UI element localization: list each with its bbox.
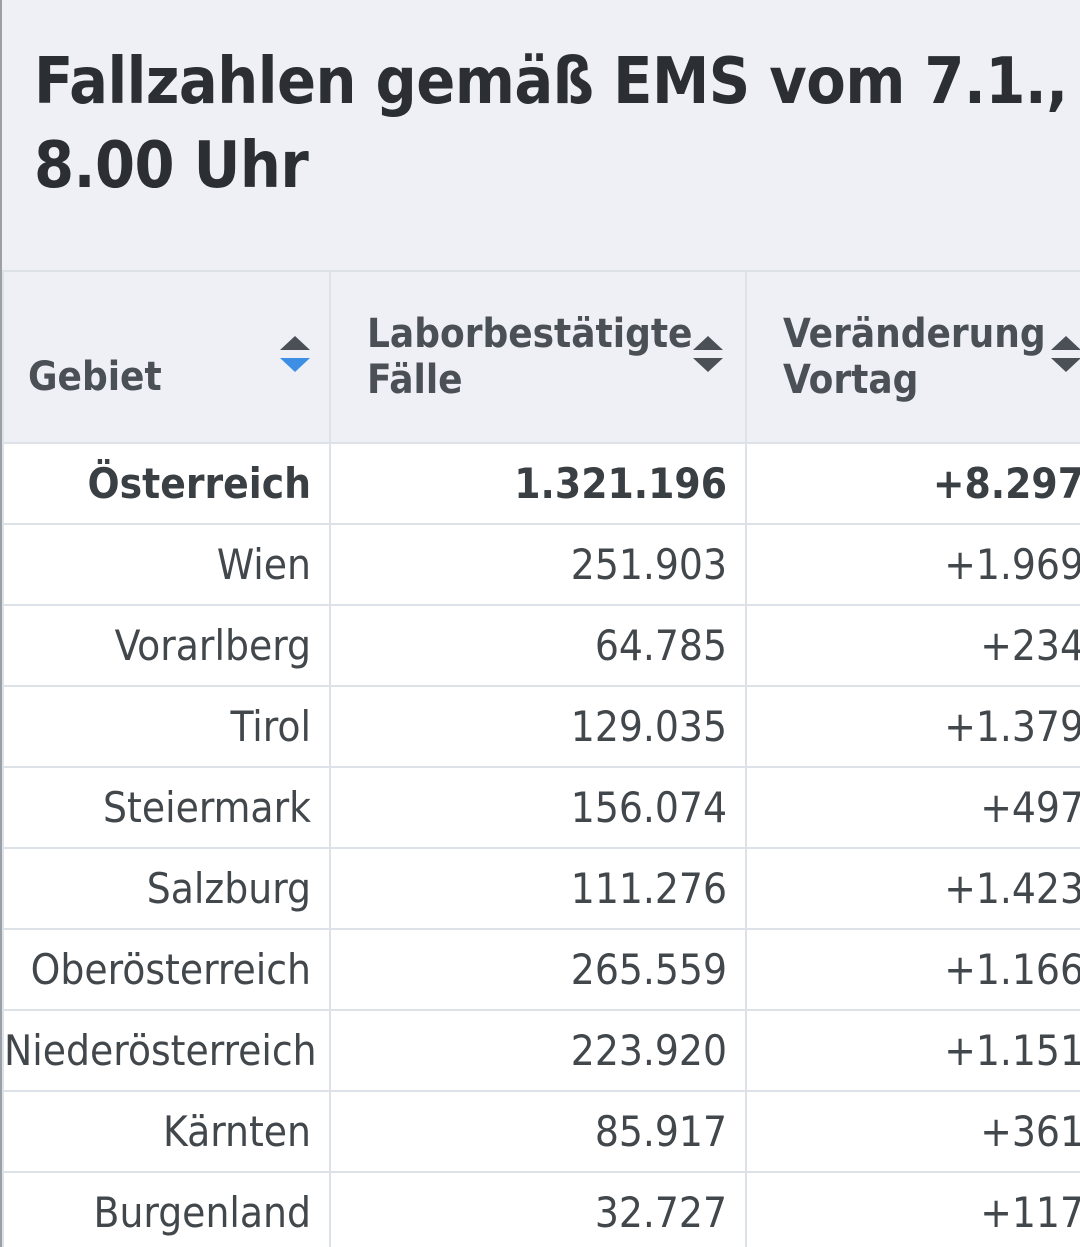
cases-cell: 111.276: [329, 847, 747, 930]
cases-cell: 223.920: [329, 1009, 747, 1092]
table-row: Oberösterreich 265.559 +1.166: [2, 928, 1080, 1011]
change-cell: +1.151: [745, 1009, 1080, 1092]
sort-icon[interactable]: [280, 336, 310, 376]
region-cell: Tirol: [2, 685, 331, 768]
region-cell: Wien: [2, 523, 331, 606]
cases-cell: 251.903: [329, 523, 747, 606]
region-cell: Kärnten: [2, 1090, 331, 1173]
cases-cell: 85.917: [329, 1090, 747, 1173]
change-cell: +497: [745, 766, 1080, 849]
region-cell: Vorarlberg: [2, 604, 331, 687]
sort-down-arrow-icon: [693, 358, 723, 372]
cases-cell: 32.727: [329, 1171, 747, 1247]
change-cell: +117: [745, 1171, 1080, 1247]
cases-cell: 265.559: [329, 928, 747, 1011]
table-row: Niederösterreich 223.920 +1.151: [2, 1009, 1080, 1092]
region-cell: Oberösterreich: [2, 928, 331, 1011]
column-header-region[interactable]: Gebiet: [2, 270, 331, 444]
sort-up-arrow-icon: [693, 336, 723, 350]
table-row: Kärnten 85.917 +361: [2, 1090, 1080, 1173]
table-row: Burgenland 32.727 +117: [2, 1171, 1080, 1247]
region-cell: Salzburg: [2, 847, 331, 930]
column-header-label: Gebiet: [28, 354, 162, 400]
column-header-change[interactable]: Veränderung Vortag: [745, 270, 1080, 444]
table-row: Salzburg 111.276 +1.423: [2, 847, 1080, 930]
cases-cell: 64.785: [329, 604, 747, 687]
sort-down-arrow-icon-active: [280, 358, 310, 372]
region-cell: Burgenland: [2, 1171, 331, 1247]
change-cell: +1.423: [745, 847, 1080, 930]
table-row: Tirol 129.035 +1.379: [2, 685, 1080, 768]
region-cell: Steiermark: [2, 766, 331, 849]
cases-cell: 156.074: [329, 766, 747, 849]
cases-cell: 129.035: [329, 685, 747, 768]
column-header-cases[interactable]: Laborbestätigte Fälle: [329, 270, 747, 444]
sort-up-arrow-icon: [1051, 336, 1080, 350]
cases-table: Gebiet Laborbestätigte Fälle Veränderung…: [2, 270, 1080, 1247]
table-row: Vorarlberg 64.785 +234: [2, 604, 1080, 687]
region-cell: Österreich: [2, 442, 331, 525]
table-header-row: Gebiet Laborbestätigte Fälle Veränderung…: [2, 270, 1080, 444]
table-row: Wien 251.903 +1.969: [2, 523, 1080, 606]
change-cell: +234: [745, 604, 1080, 687]
change-cell: +361: [745, 1090, 1080, 1173]
sort-icon[interactable]: [1051, 336, 1080, 376]
sort-up-arrow-icon: [280, 336, 310, 350]
change-cell: +8.297: [745, 442, 1080, 525]
change-cell: +1.166: [745, 928, 1080, 1011]
column-header-label: Laborbestätigte Fälle: [367, 311, 693, 403]
change-cell: +1.379: [745, 685, 1080, 768]
sort-icon[interactable]: [693, 336, 723, 376]
change-cell: +1.969: [745, 523, 1080, 606]
sort-down-arrow-icon: [1051, 358, 1080, 372]
cases-cell: 1.321.196: [329, 442, 747, 525]
region-cell: Niederösterreich: [2, 1009, 331, 1092]
column-header-label: Veränderung Vortag: [783, 311, 1046, 403]
page-title: Fallzahlen gemäß EMS vom 7.1., 8.00 Uhr: [34, 45, 1068, 203]
table-row: Steiermark 156.074 +497: [2, 766, 1080, 849]
table-row-total: Österreich 1.321.196 +8.297: [2, 442, 1080, 525]
table-header-area: Fallzahlen gemäß EMS vom 7.1., 8.00 Uhr: [2, 0, 1080, 270]
